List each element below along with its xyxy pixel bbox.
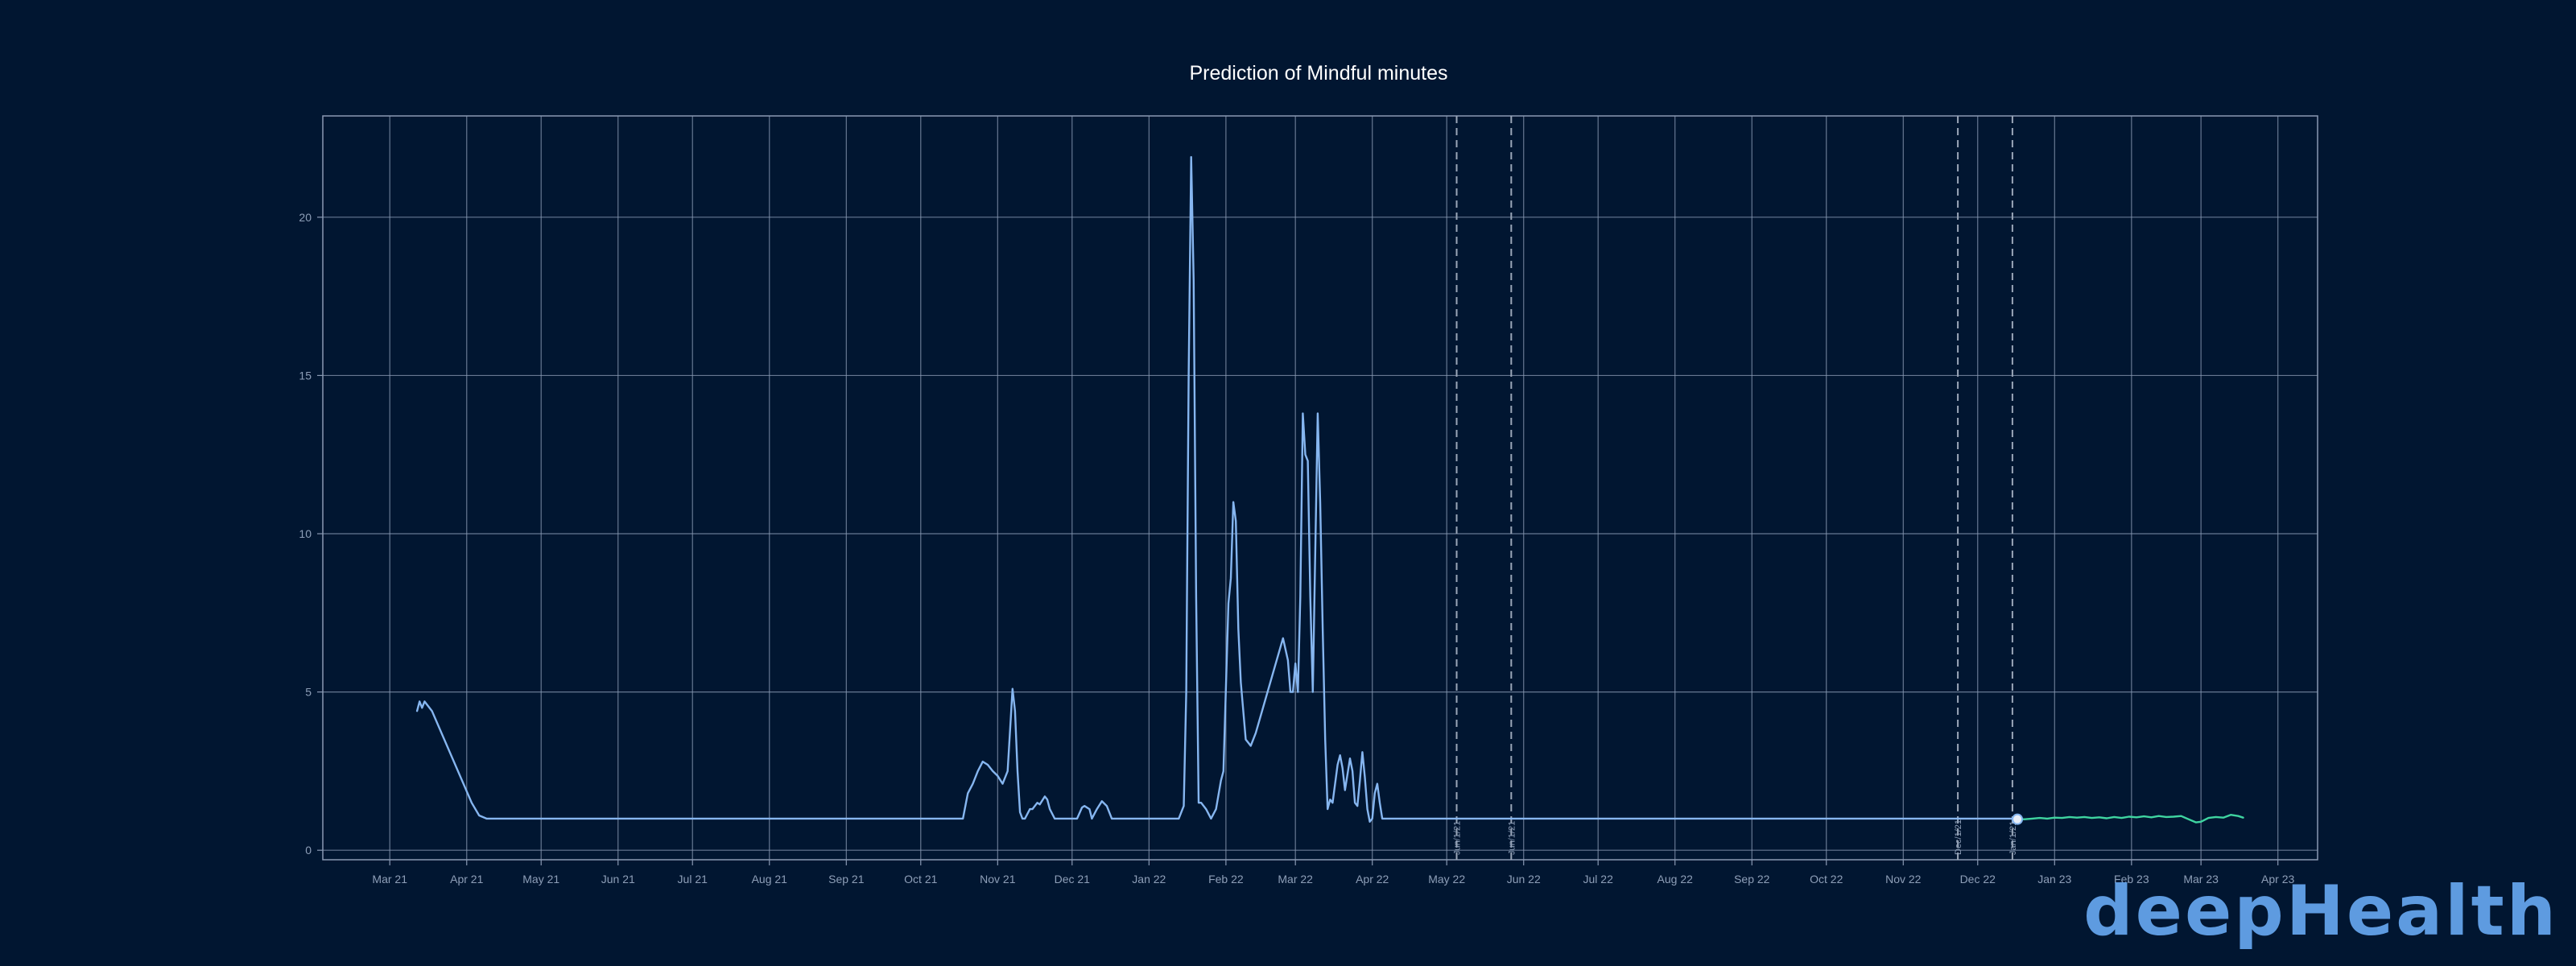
y-axis-ticks: 0 5 10 15 20 xyxy=(299,211,323,857)
x-tick-label: Feb 22 xyxy=(1208,873,1244,886)
actual-series-line xyxy=(415,155,2019,823)
vertical-line-label: Jun/1/21 xyxy=(1507,821,1517,855)
x-tick-label: Jun 21 xyxy=(601,873,635,886)
x-tick-label: Mar 21 xyxy=(372,873,407,886)
x-tick-label: Oct 22 xyxy=(1810,873,1843,886)
x-tick-label: Dec 21 xyxy=(1055,873,1091,886)
x-tick-label: Jan 23 xyxy=(2037,873,2071,886)
x-tick-label: May 22 xyxy=(1428,873,1465,886)
vertical-line-label: Jun/1/21 xyxy=(1453,821,1463,855)
x-tick-label: Sep 22 xyxy=(1734,873,1770,886)
x-tick-label: Jan 22 xyxy=(1132,873,1166,886)
plot-area xyxy=(322,115,2318,861)
x-tick-label: Mar 22 xyxy=(1278,873,1313,886)
y-tick-label: 0 xyxy=(305,844,312,857)
x-tick-label: May 21 xyxy=(522,873,559,886)
x-axis-ticks: Mar 21 Apr 21 May 21 Jun 21 Jul 21 Aug 21 Sep … xyxy=(372,860,2295,886)
grid xyxy=(323,116,2318,860)
vertical-line-label: Jan/1/21 xyxy=(2008,821,2018,855)
x-tick-label: Apr 22 xyxy=(1356,873,1389,886)
x-tick-label: Apr 23 xyxy=(2261,873,2294,886)
y-tick-label: 20 xyxy=(299,211,312,224)
x-tick-label: Oct 21 xyxy=(904,873,937,886)
x-tick-label: Aug 21 xyxy=(752,873,788,886)
vertical-line-label: Dec/1/21 xyxy=(1954,819,1963,855)
x-tick-label: Dec 22 xyxy=(1960,873,1996,886)
deephealth-logo: deepHealth xyxy=(2083,871,2558,952)
y-tick-label: 5 xyxy=(305,686,312,699)
x-tick-label: Jul 21 xyxy=(678,873,708,886)
y-tick-label: 15 xyxy=(299,369,312,382)
x-tick-label: Aug 22 xyxy=(1657,873,1694,886)
x-tick-label: Nov 22 xyxy=(1885,873,1922,886)
forecast-start-point xyxy=(2012,813,2024,825)
chart-title: Prediction of Mindful minutes xyxy=(1190,62,1448,85)
x-tick-label: Jul 22 xyxy=(1583,873,1614,886)
x-tick-label: Jun 22 xyxy=(1507,873,1541,886)
series xyxy=(415,155,2244,825)
x-tick-label: Feb 23 xyxy=(2114,873,2149,886)
prediction-series-line xyxy=(2016,814,2244,824)
x-tick-label: Sep 21 xyxy=(828,873,865,886)
vertical-markers: Jun/1/21 Jun/1/21 Dec/1/21 Jan/1/21 xyxy=(1453,116,2018,860)
x-tick-label: Apr 21 xyxy=(450,873,483,886)
x-tick-label: Mar 23 xyxy=(2183,873,2219,886)
y-tick-label: 10 xyxy=(299,527,312,540)
x-tick-label: Nov 21 xyxy=(980,873,1016,886)
